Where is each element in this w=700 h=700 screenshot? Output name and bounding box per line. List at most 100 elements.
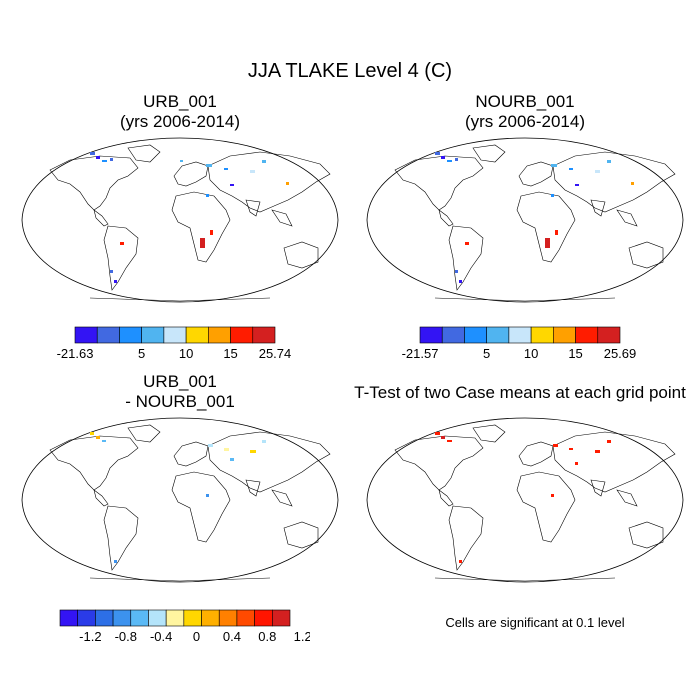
colorbar-tick-label: 5 xyxy=(483,346,490,361)
colorbar-tick-label: 10 xyxy=(524,346,538,361)
panel-diff-title: URB_001 - NOURB_001 xyxy=(60,372,300,412)
lake-cell xyxy=(545,238,550,248)
panel-urb-title-line1: URB_001 xyxy=(143,92,217,111)
lake-cell xyxy=(250,450,256,453)
coastline-south-america xyxy=(448,505,484,571)
lake-cell xyxy=(465,242,469,245)
colorbar-tick-label: 5 xyxy=(138,346,145,361)
colorbar-swatch xyxy=(96,326,120,344)
colorbar-swatch xyxy=(252,326,276,344)
coastline-europe xyxy=(518,161,554,187)
coastline-central-america xyxy=(93,489,109,507)
coastline-australia xyxy=(628,241,664,269)
coastline-europe xyxy=(173,441,209,467)
lake-cell xyxy=(447,160,452,162)
colorbar-swatch xyxy=(419,326,443,344)
lake-cell xyxy=(230,458,234,461)
panel-diff-title-line2: - NOURB_001 xyxy=(125,392,235,411)
coastline-southeast-asia xyxy=(271,489,293,507)
colorbar-tick-label: 15 xyxy=(568,346,582,361)
lake-cell xyxy=(595,450,600,453)
coastline-africa xyxy=(516,191,576,263)
colorbar-swatch xyxy=(130,609,149,627)
colorbar-swatch xyxy=(183,609,202,627)
lake-cell xyxy=(210,230,213,235)
coastline-europe xyxy=(518,441,554,467)
lake-cell xyxy=(551,194,554,197)
map-outline xyxy=(366,137,684,303)
coastline-asia xyxy=(207,151,331,213)
colorbar-swatch xyxy=(185,326,209,344)
colorbar-tick-label: 1.2 xyxy=(294,629,310,644)
coastline-africa xyxy=(516,471,576,543)
lake-cell xyxy=(459,560,462,563)
lake-cell xyxy=(551,164,557,167)
coastline-africa xyxy=(171,191,231,263)
lake-cell xyxy=(551,494,554,497)
colorbar-tick-label: 25.69 xyxy=(604,346,637,361)
map-outline xyxy=(366,417,684,583)
colorbar-swatch xyxy=(59,609,78,627)
colorbar-tick-label: -21.63 xyxy=(57,346,94,361)
lake-cell xyxy=(102,440,106,442)
lake-cell xyxy=(569,448,573,450)
lake-cell xyxy=(553,444,558,447)
lake-cell xyxy=(90,152,95,155)
colorbar-tick-label: 15 xyxy=(223,346,237,361)
colorbar-swatch xyxy=(95,609,114,627)
lake-cell xyxy=(555,230,558,235)
colorbar-swatch xyxy=(254,609,273,627)
lake-cell xyxy=(595,170,600,173)
panel-nourb-title-line2: (yrs 2006-2014) xyxy=(464,112,585,131)
lake-cell xyxy=(96,156,100,159)
map-panel-urb xyxy=(21,137,339,303)
panel-ttest-title: T-Test of two Case means at each grid po… xyxy=(340,383,700,403)
colorbar-swatch xyxy=(464,326,487,344)
lake-cell xyxy=(206,164,212,167)
coastline-asia xyxy=(207,431,331,493)
colorbar-swatch xyxy=(119,326,142,344)
lake-cell xyxy=(110,158,113,161)
colorbar-swatch xyxy=(236,609,255,627)
panel-ttest-title-line1: T-Test of two Case means at each grid po… xyxy=(354,383,686,402)
coastline-europe xyxy=(173,161,209,187)
colorbar-tick-label: -1.2 xyxy=(79,629,101,644)
lake-cell xyxy=(575,462,578,465)
map-panel-diff xyxy=(21,417,339,583)
coastline-south-america xyxy=(103,225,139,291)
colorbar-swatch xyxy=(486,326,510,344)
lake-cell xyxy=(250,170,255,173)
colorbar-swatch xyxy=(201,609,220,627)
lake-cell xyxy=(262,440,266,443)
coastline-north-america xyxy=(394,155,484,211)
coastline-central-america xyxy=(438,489,454,507)
lake-cell xyxy=(200,238,205,248)
coastline-australia xyxy=(628,521,664,549)
colorbar-urb: -21.63 5 10 15 25.74 xyxy=(57,326,292,361)
panel-nourb-title: NOURB_001 (yrs 2006-2014) xyxy=(405,92,645,132)
colorbar-swatch xyxy=(77,609,96,627)
colorbar-swatch xyxy=(165,609,185,627)
coastline-south-america xyxy=(448,225,484,291)
colorbar-swatch xyxy=(148,609,167,627)
coastline-india xyxy=(590,199,606,217)
coastline-south-america xyxy=(103,505,139,571)
colorbar-swatch xyxy=(597,326,621,344)
lake-cell xyxy=(110,270,113,273)
colorbar-swatch xyxy=(112,609,132,627)
coastline-antarctica-edge xyxy=(89,297,271,302)
coastline-antarctica-edge xyxy=(434,297,616,302)
colorbar-swatch xyxy=(74,326,98,344)
lake-cell xyxy=(96,436,100,439)
coastline-greenland xyxy=(127,424,161,443)
colorbar-swatch xyxy=(530,326,554,344)
colorbar-swatch xyxy=(218,609,238,627)
colorbar-swatch xyxy=(208,326,231,344)
coastline-antarctica-edge xyxy=(89,577,271,582)
lake-cell xyxy=(206,194,209,197)
colorbar-tick-label: 25.74 xyxy=(259,346,292,361)
lake-cell xyxy=(114,560,117,563)
coastline-greenland xyxy=(127,144,161,163)
lake-cell xyxy=(607,440,611,443)
coastline-southeast-asia xyxy=(616,489,638,507)
